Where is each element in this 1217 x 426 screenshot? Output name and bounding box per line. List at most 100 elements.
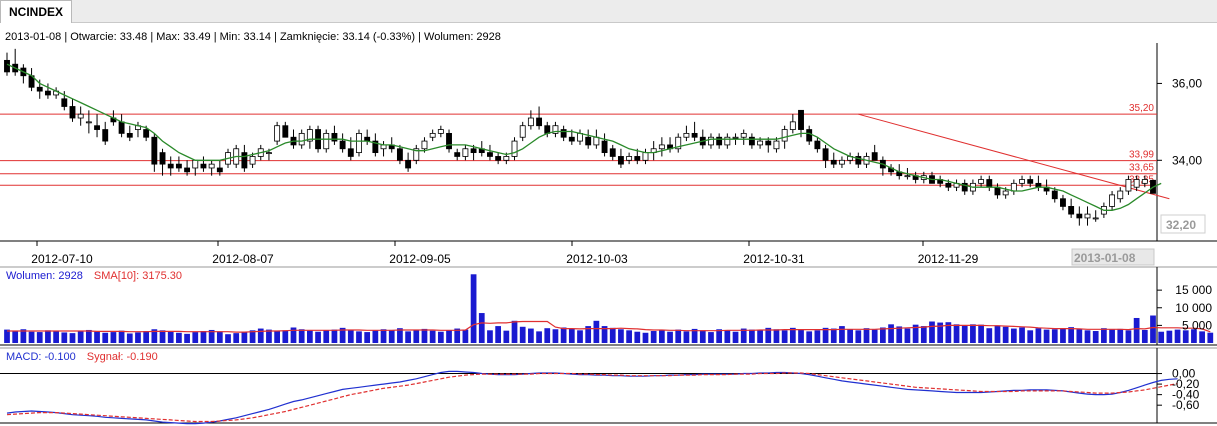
volume-bar bbox=[151, 329, 158, 343]
volume-bar bbox=[388, 329, 395, 343]
volume-bar bbox=[749, 329, 755, 343]
volume-bar bbox=[1174, 329, 1181, 343]
candle-body bbox=[118, 121, 125, 134]
volume-bar bbox=[462, 329, 469, 343]
volume-bar bbox=[77, 331, 84, 343]
volume-bar bbox=[519, 326, 526, 343]
volume-bar bbox=[978, 324, 984, 343]
volume-bar bbox=[757, 329, 763, 343]
volume-bar bbox=[642, 332, 649, 343]
current-date-badge: 2013-01-08 bbox=[1071, 248, 1155, 266]
volume-bar bbox=[618, 329, 624, 343]
date-tick-label: 2012-07-10 bbox=[31, 252, 93, 266]
macd-tick-label: 0,00 bbox=[1172, 367, 1196, 381]
candle-body bbox=[814, 140, 821, 150]
volume-bar bbox=[511, 320, 518, 343]
volume-bar bbox=[323, 330, 330, 343]
horizontal-line-label: 35,20 bbox=[1129, 103, 1154, 114]
candle-body bbox=[192, 159, 199, 169]
volume-tick-label: 10 000 bbox=[1175, 301, 1212, 315]
candle-body bbox=[143, 129, 150, 138]
volume-bar bbox=[12, 330, 19, 343]
volume-bar bbox=[118, 330, 125, 343]
volume-bar bbox=[683, 331, 690, 343]
volume-bar bbox=[577, 330, 583, 343]
candle-body bbox=[773, 140, 780, 150]
volume-bar bbox=[126, 333, 133, 343]
volume-bar bbox=[298, 329, 305, 343]
volume-bar bbox=[282, 330, 289, 343]
volume-bar bbox=[274, 331, 280, 343]
candle-body bbox=[126, 132, 133, 138]
volume-bar bbox=[593, 320, 600, 343]
candle-body bbox=[822, 148, 829, 161]
volume-bar bbox=[69, 333, 76, 343]
current-date-label: 2013-01-08 bbox=[1074, 251, 1136, 265]
candle-body bbox=[282, 125, 289, 138]
chart-area: 2013-01-08 | Otwarcie: 33.48 | Max: 33.4… bbox=[0, 23, 1217, 426]
volume-bar bbox=[372, 330, 379, 343]
volume-bar bbox=[1027, 330, 1034, 343]
sma-line bbox=[6, 63, 1162, 211]
volume-bar bbox=[167, 331, 174, 343]
volume-legend: Wolumen: 2928 SMA[10]: 3175.30 bbox=[6, 270, 182, 282]
chart-svg[interactable]: 2013-01-08 | Otwarcie: 33.48 | Max: 33.4… bbox=[0, 23, 1217, 426]
candle-body bbox=[642, 152, 649, 161]
candle-body bbox=[487, 152, 493, 157]
date-tick-label: 2012-10-31 bbox=[743, 252, 805, 266]
volume-bar bbox=[699, 330, 706, 343]
candle-body bbox=[454, 152, 461, 157]
volume-tick-label: 5 000 bbox=[1182, 318, 1212, 332]
candle-body bbox=[716, 136, 723, 146]
candle-body bbox=[1076, 213, 1083, 219]
candle-body bbox=[544, 125, 551, 134]
volume-bar bbox=[929, 321, 935, 343]
candle-body bbox=[511, 140, 518, 157]
candle-body bbox=[102, 129, 109, 142]
candle-body bbox=[1068, 206, 1075, 215]
volume-bar bbox=[880, 327, 886, 343]
volume-bar bbox=[552, 329, 559, 343]
volume-bar bbox=[732, 331, 739, 343]
volume-bar bbox=[200, 331, 207, 343]
volume-bar bbox=[192, 332, 199, 343]
candle-body bbox=[1051, 190, 1058, 200]
candle-body bbox=[208, 163, 215, 169]
macd-legend: MACD: -0.100 Sygnał: -0.190 bbox=[6, 351, 158, 363]
candle-body bbox=[413, 148, 420, 161]
candle-body bbox=[306, 129, 313, 142]
volume-bar bbox=[847, 329, 853, 343]
volume-bar bbox=[970, 324, 976, 343]
signal-line bbox=[6, 372, 1178, 423]
volume-bar bbox=[904, 328, 911, 343]
candle-body bbox=[1109, 194, 1116, 207]
volume-bar bbox=[1010, 328, 1017, 343]
candle-body bbox=[249, 156, 256, 165]
macd-tick-label: -0,20 bbox=[1172, 377, 1200, 391]
candle-body bbox=[601, 140, 608, 154]
candle-body bbox=[347, 148, 354, 157]
macd-pane bbox=[0, 370, 1178, 425]
volume-bar bbox=[871, 329, 878, 343]
volume-bar bbox=[1043, 329, 1050, 343]
volume-bar bbox=[4, 329, 10, 343]
volume-bar bbox=[413, 330, 420, 343]
candle-body bbox=[626, 156, 633, 161]
volume-bar bbox=[20, 329, 27, 343]
volume-bar bbox=[85, 329, 92, 343]
candle-body bbox=[44, 90, 51, 96]
volume-bar bbox=[28, 331, 35, 343]
macd-line bbox=[6, 370, 1178, 425]
volume-bar bbox=[585, 326, 592, 343]
candle-body bbox=[560, 129, 567, 138]
volume-bar bbox=[855, 330, 862, 343]
candle-body bbox=[798, 109, 804, 130]
candle-body bbox=[331, 132, 338, 142]
candle-body bbox=[200, 163, 207, 169]
candle-body bbox=[781, 129, 788, 142]
tab-ncindex[interactable]: NCINDEX bbox=[0, 0, 73, 23]
volume-bar bbox=[135, 332, 141, 343]
volume-bar bbox=[290, 327, 297, 343]
volume-bar bbox=[691, 328, 698, 343]
